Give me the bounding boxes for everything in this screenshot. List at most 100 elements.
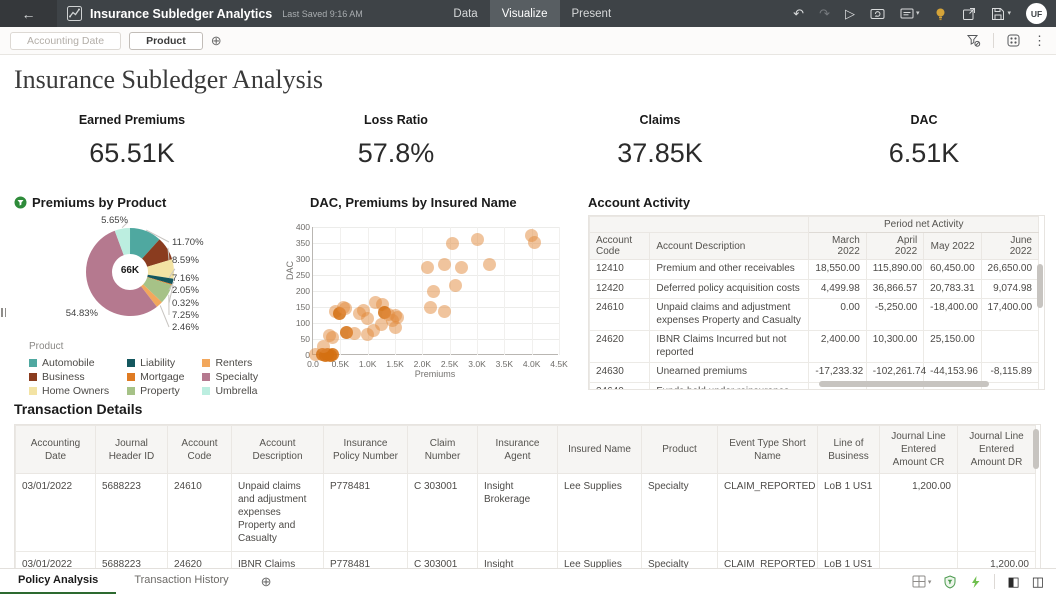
canvas-settings-icon[interactable]: [1006, 33, 1021, 48]
column-header[interactable]: Product: [642, 426, 718, 474]
table-row[interactable]: 03/01/2022568822324620IBNR Claims Incurr…: [16, 552, 1036, 570]
dac-premiums-scatter-chart[interactable]: DAC, Premiums by Insured Name 0501001502…: [288, 195, 570, 393]
column-header[interactable]: Account Description: [232, 426, 324, 474]
undo-button[interactable]: ↶: [793, 7, 804, 20]
column-header[interactable]: Journal Header ID: [96, 426, 168, 474]
scatter-plot-area[interactable]: 0501001502002503003504000.00.5K1.0K1.5K2…: [312, 227, 558, 355]
column-header[interactable]: Insured Name: [558, 426, 642, 474]
scatter-point[interactable]: [449, 279, 462, 292]
insights-button[interactable]: [934, 7, 947, 21]
legend-item[interactable]: Liability: [127, 356, 184, 370]
refresh-data-button[interactable]: [870, 7, 885, 21]
filter-chip-product[interactable]: Product: [129, 32, 203, 50]
toggle-right-panel-button[interactable]: ◫: [1032, 575, 1044, 588]
scatter-point[interactable]: [455, 261, 468, 274]
table-cell: 36,866.57: [866, 279, 923, 299]
scatter-point[interactable]: [528, 236, 541, 249]
legend-item[interactable]: Specialty: [202, 370, 258, 384]
auto-insights-button[interactable]: [969, 575, 982, 589]
table-cell: -102,261.74: [866, 363, 923, 383]
kpi-dac[interactable]: DAC 6.51K: [792, 113, 1056, 169]
column-header[interactable]: Accounting Date: [16, 426, 96, 474]
horizontal-scrollbar[interactable]: [819, 381, 989, 387]
column-header[interactable]: March 2022: [809, 233, 866, 260]
vertical-scrollbar[interactable]: [1033, 429, 1039, 469]
scatter-point[interactable]: [471, 233, 484, 246]
column-header[interactable]: Claim Number: [408, 426, 478, 474]
scatter-point[interactable]: [438, 258, 451, 271]
column-header[interactable]: Journal Line Entered Amount DR: [958, 426, 1036, 474]
column-header[interactable]: Insurance Agent: [478, 426, 558, 474]
filter-chip-accounting-date[interactable]: Accounting Date: [10, 32, 121, 50]
kpi-loss-ratio[interactable]: Loss Ratio 57.8%: [264, 113, 528, 169]
vertical-scrollbar[interactable]: [1037, 264, 1043, 308]
scatter-point[interactable]: [339, 302, 352, 315]
filter-controls-icon[interactable]: [966, 33, 981, 48]
kpi-claims[interactable]: Claims 37.85K: [528, 113, 792, 169]
column-header[interactable]: Account Code: [590, 233, 650, 260]
table-row[interactable]: 24630Unearned premiums-17,233.32-102,261…: [590, 363, 1039, 383]
save-button[interactable]: ▾: [991, 7, 1011, 21]
notes-button[interactable]: ▾: [900, 7, 920, 20]
gridline: [313, 339, 559, 340]
canvas-filters-button[interactable]: [943, 575, 957, 589]
user-avatar[interactable]: UF: [1026, 3, 1047, 24]
canvas-layout-button[interactable]: ▾: [912, 575, 932, 588]
legend-item[interactable]: Business: [29, 370, 109, 384]
scatter-point[interactable]: [361, 312, 374, 325]
legend-item[interactable]: Umbrella: [202, 384, 258, 398]
column-header[interactable]: Journal Line Entered Amount CR: [880, 426, 958, 474]
column-header[interactable]: Line of Business: [818, 426, 880, 474]
x-tick-label: 3.0K: [462, 359, 492, 369]
gridline: [313, 275, 559, 276]
more-options-button[interactable]: ⋮: [1033, 33, 1046, 49]
scatter-point[interactable]: [421, 261, 434, 274]
toggle-left-panel-button[interactable]: ◧: [1007, 575, 1019, 588]
scatter-point[interactable]: [348, 327, 361, 340]
tab-present[interactable]: Present: [560, 0, 624, 27]
column-header[interactable]: June 2022: [981, 233, 1038, 260]
table-cell: IBNR Claims Incurred but not reported: [650, 331, 809, 363]
column-header[interactable]: Account Code: [168, 426, 232, 474]
premiums-by-product-chart[interactable]: Premiums by Product 66K 11.70%8.59%7.16%…: [14, 195, 296, 393]
top-navbar: ← Insurance Subledger Analytics Last Sav…: [0, 0, 1056, 27]
scatter-point[interactable]: [427, 285, 440, 298]
table-row[interactable]: 12410Premium and other receivables18,550…: [590, 260, 1039, 280]
transaction-details-table-container: Accounting DateJournal Header IDAccount …: [14, 424, 1041, 569]
redo-button[interactable]: ↷: [819, 7, 830, 20]
back-button[interactable]: ←: [0, 0, 57, 27]
panel-resize-grip[interactable]: [1, 308, 6, 317]
column-header[interactable]: Event Type Short Name: [718, 426, 818, 474]
table-row[interactable]: 24620IBNR Claims Incurred but not report…: [590, 331, 1039, 363]
scatter-point[interactable]: [446, 237, 459, 250]
column-header[interactable]: Insurance Policy Number: [324, 426, 408, 474]
legend-item[interactable]: Mortgage: [127, 370, 184, 384]
legend-item[interactable]: Property: [127, 384, 184, 398]
tab-visualize[interactable]: Visualize: [490, 0, 560, 27]
export-button[interactable]: [962, 7, 976, 21]
preview-button[interactable]: ▷: [845, 7, 855, 20]
kpi-earned-premiums[interactable]: Earned Premiums 65.51K: [0, 113, 264, 169]
legend-item[interactable]: Automobile: [29, 356, 109, 370]
add-canvas-button[interactable]: ⊕: [261, 574, 272, 590]
column-header[interactable]: May 2022: [924, 233, 981, 260]
chart-title-row: Premiums by Product: [14, 195, 296, 210]
scatter-point[interactable]: [424, 301, 437, 314]
back-arrow-icon: ←: [22, 6, 36, 22]
column-header[interactable]: Account Description: [650, 233, 809, 260]
scatter-point[interactable]: [391, 311, 404, 324]
column-header[interactable]: April 2022: [866, 233, 923, 260]
table-row[interactable]: 24610Unpaid claims and adjustment expens…: [590, 299, 1039, 331]
account-activity-panel[interactable]: Account Activity Period net ActivityAcco…: [588, 195, 1046, 393]
legend-item[interactable]: Home Owners: [29, 384, 109, 398]
legend-item[interactable]: Renters: [202, 356, 258, 370]
canvas-tab-policy-analysis[interactable]: Policy Analysis: [0, 569, 116, 594]
canvas-tab-transaction-history[interactable]: Transaction History: [116, 569, 246, 594]
scatter-point[interactable]: [438, 305, 451, 318]
add-filter-button[interactable]: ⊕: [211, 33, 222, 49]
tab-data[interactable]: Data: [441, 0, 489, 27]
scatter-point[interactable]: [326, 331, 339, 344]
scatter-point[interactable]: [483, 258, 496, 271]
table-row[interactable]: 12420Deferred policy acquisition costs4,…: [590, 279, 1039, 299]
table-row[interactable]: 03/01/2022568822324610Unpaid claims and …: [16, 474, 1036, 552]
